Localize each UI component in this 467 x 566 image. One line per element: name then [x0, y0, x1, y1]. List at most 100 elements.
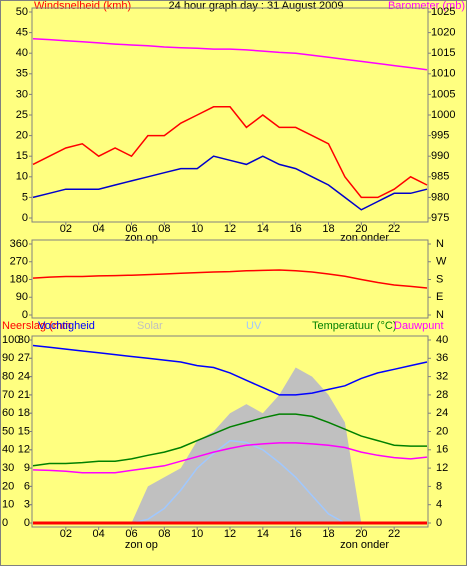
legend-entry: UV [246, 320, 262, 332]
y3-tick-label: 27 [18, 352, 30, 364]
x-tick-label: 08 [158, 528, 170, 540]
line [32, 442, 428, 474]
y-tick-label: 0 [22, 212, 28, 224]
y-tick-label: 5 [22, 191, 28, 203]
x-tick-label: 08 [158, 223, 170, 235]
y3-tick-label: 21 [18, 389, 30, 401]
annotation: zon op [125, 539, 158, 551]
x-tick-label: 22 [388, 223, 400, 235]
y3-tick-label: 18 [18, 407, 30, 419]
y-tick-label: 180 [10, 273, 28, 285]
x-tick-label: 22 [388, 528, 400, 540]
y2-tick-label: 28 [436, 389, 448, 401]
y-tick-label: 90 [2, 352, 14, 364]
y-tick-label: 80 [2, 371, 14, 383]
y-tick-label: 30 [2, 462, 14, 474]
y-tick-label: 20 [2, 480, 14, 492]
y3-tick-label: 6 [24, 480, 30, 492]
y2-tick-label: 0 [436, 517, 442, 529]
y-tick-label: 0 [22, 309, 28, 321]
y-tick-label: 15 [16, 150, 28, 162]
y2-tick-label: 1020 [431, 27, 455, 39]
x-tick-label: 14 [257, 528, 269, 540]
line [32, 269, 428, 289]
annotation: zon op [125, 232, 158, 244]
x-tick-label: 04 [93, 223, 105, 235]
area [33, 367, 427, 523]
y2-tick-label: 12 [436, 462, 448, 474]
line [32, 344, 428, 396]
x-tick-label: 12 [224, 528, 236, 540]
y2-tick-label: 36 [436, 352, 448, 364]
legend-entry: Vochtigheid [38, 320, 95, 332]
y-tick-label: 25 [16, 109, 28, 121]
y2-tick-label: 995 [431, 130, 449, 142]
y3-tick-label: 24 [18, 371, 30, 383]
y2-tick-label: 985 [431, 171, 449, 183]
y3-tick-label: 30 [18, 334, 30, 346]
y-tick-label: 30 [16, 88, 28, 100]
y-axis-title: Windsnelheid (kmh) [34, 0, 131, 12]
y3-tick-label: 0 [24, 517, 30, 529]
y2-tick-label: S [436, 273, 443, 285]
x-tick-label: 10 [191, 223, 203, 235]
y2-tick-label: 20 [436, 425, 448, 437]
y2-tick-label: 24 [436, 407, 448, 419]
y3-tick-label: 15 [18, 425, 30, 437]
y2-tick-label: E [436, 291, 443, 303]
y2-tick-label: 32 [436, 371, 448, 383]
y-tick-label: 100 [2, 334, 20, 346]
y2-tick-label: W [436, 256, 447, 268]
x-tick-label: 16 [290, 528, 302, 540]
y3-tick-label: 3 [24, 499, 30, 511]
y2-tick-label: N [436, 238, 444, 250]
y-tick-label: 270 [10, 256, 28, 268]
y-tick-label: 45 [16, 27, 28, 39]
x-tick-label: 06 [125, 223, 137, 235]
y-tick-label: 70 [2, 389, 14, 401]
x-tick-label: 06 [125, 528, 137, 540]
line [32, 413, 427, 467]
y-tick-label: 360 [10, 238, 28, 250]
x-tick-label: 02 [60, 528, 72, 540]
line [32, 155, 428, 211]
y-tick-label: 40 [16, 47, 28, 59]
y-tick-label: 35 [16, 68, 28, 80]
y-tick-label: 90 [16, 291, 28, 303]
chart-title: 24 hour graph day : 31 August 2009 [169, 0, 344, 12]
y2-tick-label: 1025 [431, 6, 455, 18]
legend-entry: Neerslag (mm [2, 320, 71, 332]
y2-tick-label: 1015 [431, 47, 455, 59]
y-tick-label: 60 [2, 407, 14, 419]
y-tick-label: 0 [2, 517, 8, 529]
x-tick-label: 12 [224, 223, 236, 235]
x-tick-label: 18 [322, 223, 334, 235]
y2-tick-label: 1010 [431, 68, 455, 80]
y2-tick-label: 16 [436, 444, 448, 456]
x-tick-label: 04 [93, 528, 105, 540]
y2-tick-label: N [436, 309, 444, 321]
y2-tick-label: 4 [436, 499, 442, 511]
y3-tick-label: 12 [18, 444, 30, 456]
line [32, 106, 428, 199]
y-tick-label: 10 [2, 499, 14, 511]
y2-tick-label: 40 [436, 334, 448, 346]
x-tick-label: 18 [322, 528, 334, 540]
x-tick-label: 14 [257, 223, 269, 235]
annotation: zon onder [340, 539, 389, 551]
y2-tick-label: 1000 [431, 109, 455, 121]
x-tick-label: 10 [191, 528, 203, 540]
y2-tick-label: 980 [431, 191, 449, 203]
x-tick-label: 20 [355, 223, 367, 235]
y-tick-label: 20 [16, 130, 28, 142]
y2-axis-title: Barometer (mb) [388, 0, 465, 12]
y-tick-label: 10 [16, 171, 28, 183]
y-tick-label: 50 [2, 425, 14, 437]
y2-tick-label: 990 [431, 150, 449, 162]
x-tick-label: 16 [290, 223, 302, 235]
y2-tick-label: 1005 [431, 88, 455, 100]
annotation: zon onder [340, 232, 389, 244]
y3-tick-label: 9 [24, 462, 30, 474]
